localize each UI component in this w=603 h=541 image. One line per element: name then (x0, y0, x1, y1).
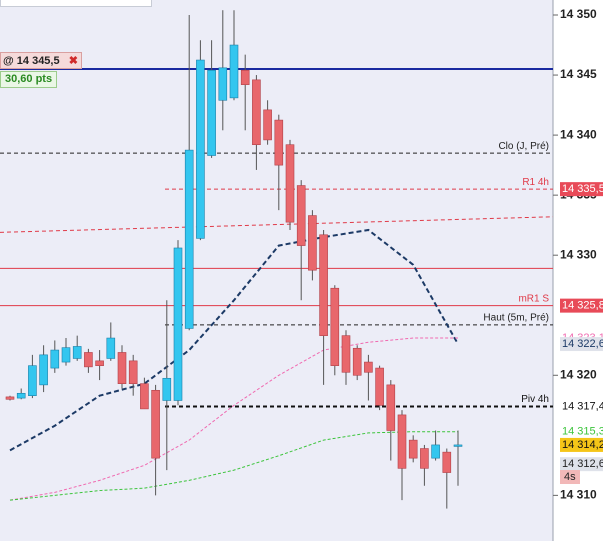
candle-body (274, 119, 284, 166)
price-tag-label: 14 314,2 (562, 439, 603, 451)
candle-body (84, 352, 93, 368)
candle-body (308, 215, 317, 271)
moving-average (9, 431, 458, 501)
candle-body (431, 444, 440, 459)
candle-body (319, 234, 328, 336)
candle-body (408, 439, 418, 459)
candle-body (128, 360, 138, 384)
candle-body (39, 354, 48, 386)
level-label: Piv 4h (521, 394, 549, 405)
candle-body (375, 367, 384, 406)
candle-body (16, 392, 26, 399)
price-tag (560, 399, 603, 414)
price-tag (560, 457, 603, 472)
y-tick-label: 14 340 (560, 127, 597, 141)
level-label: Clo (J, Pré) (498, 141, 549, 152)
moving-average (9, 337, 458, 501)
level-label: Haut (5m, Pré) (483, 312, 549, 323)
candle-body (442, 451, 452, 473)
candle-body (341, 335, 351, 373)
price-tag (560, 182, 603, 197)
candle-body (296, 185, 306, 246)
candle-body (229, 44, 239, 99)
price-tag-label: 14 312,6 (562, 458, 603, 470)
plot-background (0, 0, 553, 541)
candle-body (162, 377, 172, 401)
candle-body (106, 337, 116, 359)
candle-body (263, 109, 272, 141)
trend-line (0, 216, 554, 233)
candle-body (173, 247, 183, 401)
price-tag (560, 437, 603, 452)
candle-body (420, 448, 429, 469)
candle-body (207, 69, 216, 156)
candle-body (184, 149, 194, 329)
candle-body (28, 365, 37, 396)
price-tag-label: 14 322,6 (562, 338, 603, 350)
y-tick-label: 14 350 (560, 7, 597, 21)
candle-body (196, 59, 205, 239)
y-tick-label: 14 345 (560, 67, 597, 81)
timer: 4s (560, 470, 580, 484)
price-tag (560, 337, 603, 352)
moving-average (9, 228, 459, 452)
toolbar-edge (0, 0, 152, 7)
candle-body (364, 361, 373, 373)
price-tag (560, 424, 603, 439)
candle-body (218, 67, 228, 101)
candle-body (285, 144, 295, 223)
level-label: R1 4h (522, 177, 549, 188)
candle-body (5, 396, 15, 400)
candle-body (240, 69, 250, 85)
candle-body (50, 349, 60, 369)
points-label: 30,60 pts (5, 73, 53, 85)
candle-body (117, 352, 127, 384)
price-tag (560, 298, 603, 313)
order-tag[interactable]: @ 14 345,5 ✖ (0, 52, 82, 69)
candle-body (330, 287, 340, 366)
y-tick-label: 14 330 (560, 247, 597, 261)
y-tick-label: 14 320 (560, 367, 597, 381)
points-tag: 30,60 pts (0, 71, 58, 88)
candle-body (397, 414, 407, 469)
price-tag-label: 14 315,3 (562, 426, 603, 438)
candle-body (352, 347, 362, 376)
candle-body (453, 444, 463, 447)
candle-body (252, 79, 261, 146)
order-label: @ 14 345,5 (3, 55, 60, 67)
candle-body (72, 346, 82, 359)
price-tag-label: 14 335,5 (562, 183, 603, 195)
close-order[interactable]: ✖ (68, 55, 78, 67)
candle-body (140, 383, 149, 410)
y-tick-label: 14 310 (560, 488, 597, 502)
price-tag-label: 14 317,4 (562, 400, 603, 412)
candle-body (386, 384, 396, 431)
level-label: mR1 S (518, 293, 549, 304)
price-tag-label: 14 325,8 (562, 300, 603, 312)
candle-body (151, 389, 160, 459)
candle-body (95, 360, 104, 366)
candle-body (61, 347, 71, 363)
